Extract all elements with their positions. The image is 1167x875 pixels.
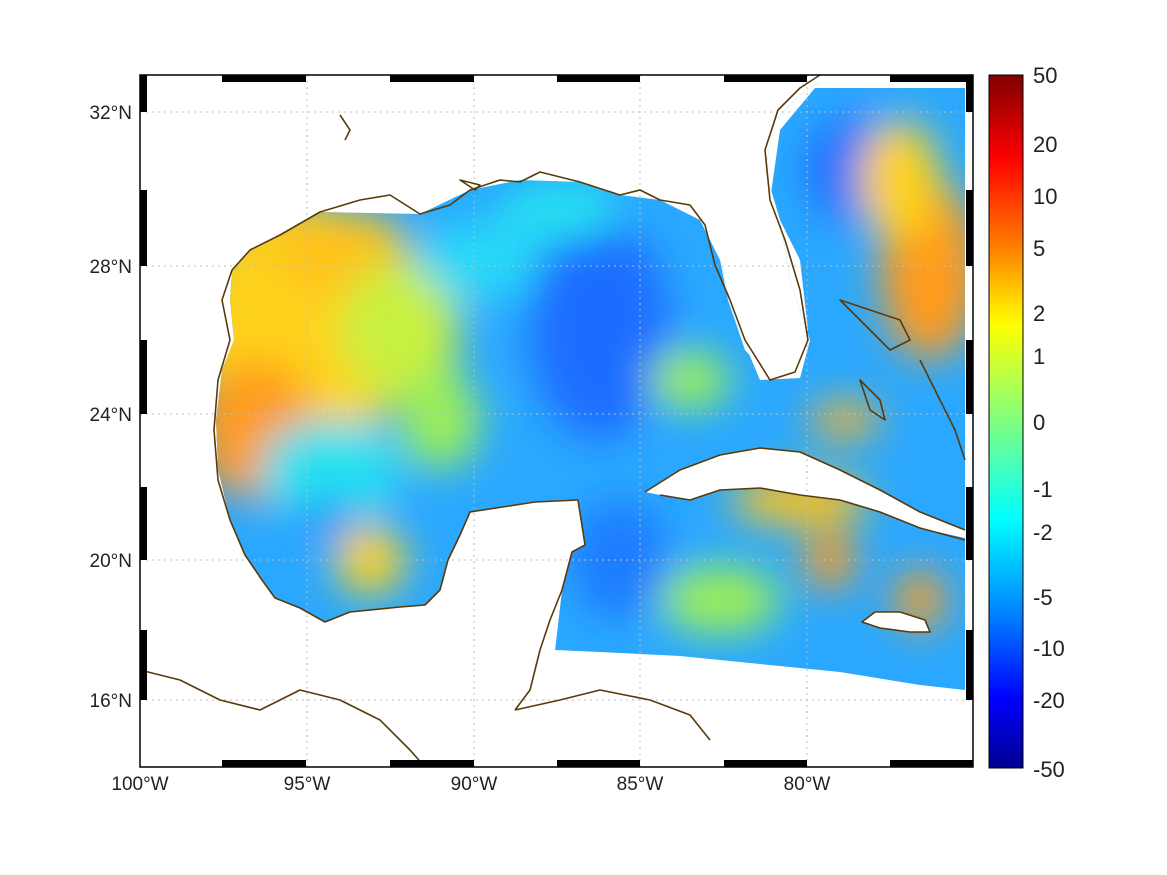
- latitude-labels: 32°N 28°N 24°N 20°N 16°N: [90, 103, 132, 712]
- colorbar-label: -5: [1033, 585, 1053, 610]
- colorbar-label: 50: [1033, 63, 1057, 88]
- longitude-labels: 100°W 95°W 90°W 85°W 80°W: [111, 774, 830, 795]
- lat-label: 28°N: [90, 257, 132, 278]
- lon-label: 100°W: [111, 774, 168, 795]
- colorbar: 50 20 10 5 2 1 0 -1 -2 -5 -10 -20 -50: [988, 63, 1065, 782]
- colorbar-label: -20: [1033, 688, 1065, 713]
- colorbar-bar: [988, 74, 1024, 769]
- colorbar-label: 0: [1033, 410, 1045, 435]
- yucatan-land: [425, 500, 585, 715]
- colorbar-label: 20: [1033, 132, 1057, 157]
- colorbar-label: -1: [1033, 477, 1053, 502]
- colorbar-label: -2: [1033, 520, 1053, 545]
- colorbar-label: 2: [1033, 301, 1045, 326]
- lon-label: 90°W: [451, 774, 498, 795]
- lon-label: 95°W: [284, 774, 331, 795]
- lat-label: 32°N: [90, 103, 132, 124]
- colorbar-label: 5: [1033, 236, 1045, 261]
- lat-label: 16°N: [90, 691, 132, 712]
- colorbar-label: 1: [1033, 344, 1045, 369]
- colorbar-label: -10: [1033, 636, 1065, 661]
- cuba-land: [645, 448, 965, 538]
- colorbar-label: 10: [1033, 184, 1057, 209]
- field-blobs: [216, 115, 965, 635]
- coastlines: [139, 74, 966, 768]
- map-frame: [139, 74, 974, 768]
- colorbar-label: -50: [1033, 757, 1065, 782]
- lon-label: 80°W: [784, 774, 831, 795]
- lon-label: 85°W: [617, 774, 664, 795]
- data-field: [216, 82, 965, 690]
- lat-label: 24°N: [90, 405, 132, 426]
- lat-label: 20°N: [90, 551, 132, 572]
